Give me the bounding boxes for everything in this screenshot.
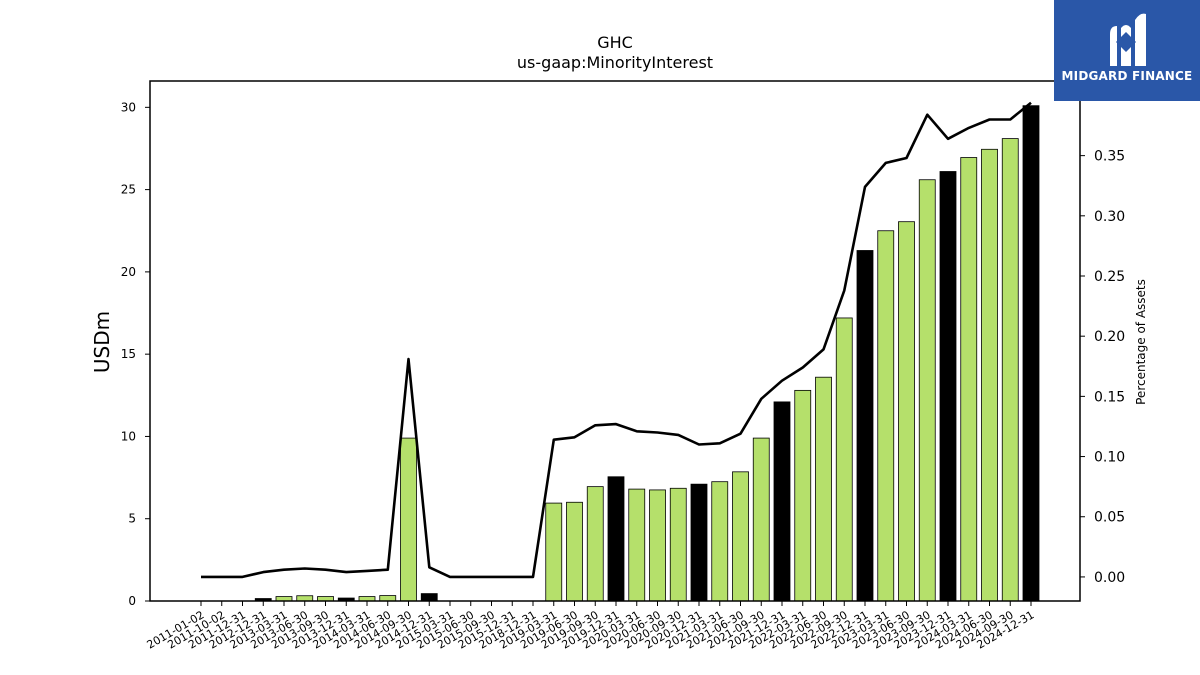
- bar-2021-12-31: [773, 401, 791, 602]
- bar-2024-09-30: [1001, 138, 1019, 602]
- bar-2019-03-31: [545, 502, 563, 602]
- bar-2024-03-31: [960, 157, 978, 602]
- y-axis-ticks: 0 5 10 15 20 25 30: [121, 100, 150, 608]
- y-tick-label: 0: [128, 594, 136, 608]
- y2-tick-label: 0.35: [1094, 149, 1125, 165]
- y2-tick-label: 0.00: [1094, 570, 1125, 586]
- bar-2020-03-31: [628, 488, 646, 602]
- y-tick-label: 20: [121, 265, 136, 279]
- y2-tick-label: 0.05: [1094, 510, 1125, 526]
- brand-name: MIDGARD FINANCE: [1061, 69, 1193, 83]
- y-axis-label: USDm: [90, 311, 114, 373]
- bar-2022-03-31: [794, 389, 812, 602]
- line-series: [201, 101, 1032, 579]
- y2-tick-label: 0.20: [1094, 329, 1125, 345]
- bar-2014-09-30: [400, 437, 417, 602]
- bar-2022-09-30: [835, 317, 853, 602]
- chart-title: GHC: [597, 33, 633, 52]
- bar-series: [254, 105, 1040, 602]
- y2-tick-label: 0.25: [1094, 269, 1125, 285]
- bar-2020-06-30: [649, 489, 666, 602]
- bar-2019-06-30: [566, 501, 583, 602]
- bar-2014-12-31: [420, 593, 438, 602]
- bar-2023-03-31: [877, 230, 895, 602]
- x-axis-ticks: 2011-01-022011-10-022011-12-312012-12-31…: [145, 601, 1037, 652]
- bar-2022-06-30: [815, 376, 832, 602]
- bar-2021-09-30: [752, 437, 770, 602]
- y-tick-label: 25: [121, 183, 136, 197]
- y-tick-label: 30: [121, 100, 136, 114]
- y2-tick-label: 0.10: [1094, 450, 1125, 466]
- bar-2020-12-31: [690, 483, 708, 602]
- bar-2019-09-30: [586, 486, 604, 602]
- y2-axis-ticks: 0.00 0.05 0.10 0.15 0.20 0.25 0.30 0.35: [1080, 149, 1125, 586]
- y2-tick-label: 0.30: [1094, 209, 1125, 225]
- y-tick-label: 15: [121, 347, 136, 361]
- y-tick-label: 10: [121, 429, 136, 443]
- bar-2021-03-31: [711, 481, 729, 602]
- bar-2023-09-30: [918, 179, 936, 602]
- bar-2020-09-30: [669, 487, 687, 602]
- bar-2013-06-30: [296, 595, 314, 602]
- bar-2022-12-31: [856, 250, 874, 602]
- bar-2024-06-30: [981, 148, 998, 602]
- bar-2023-06-30: [898, 221, 915, 602]
- bar-2019-12-31: [607, 476, 625, 602]
- bar-2024-12-31: [1022, 105, 1040, 602]
- bar-2014-06-30: [379, 595, 397, 602]
- midgard-logo-icon: [1110, 13, 1146, 67]
- y2-tick-label: 0.15: [1094, 389, 1125, 405]
- plot-frame: [149, 80, 1081, 602]
- y2-axis-label: Percentage of Assets: [1134, 279, 1148, 405]
- chart-subtitle: us-gaap:MinorityInterest: [517, 53, 713, 72]
- brand-logo: MIDGARD FINANCE: [1054, 0, 1200, 101]
- bar-2021-06-30: [732, 471, 749, 602]
- y-tick-label: 5: [128, 512, 136, 526]
- bar-2023-12-31: [939, 171, 957, 602]
- percentage-line: [201, 101, 1032, 579]
